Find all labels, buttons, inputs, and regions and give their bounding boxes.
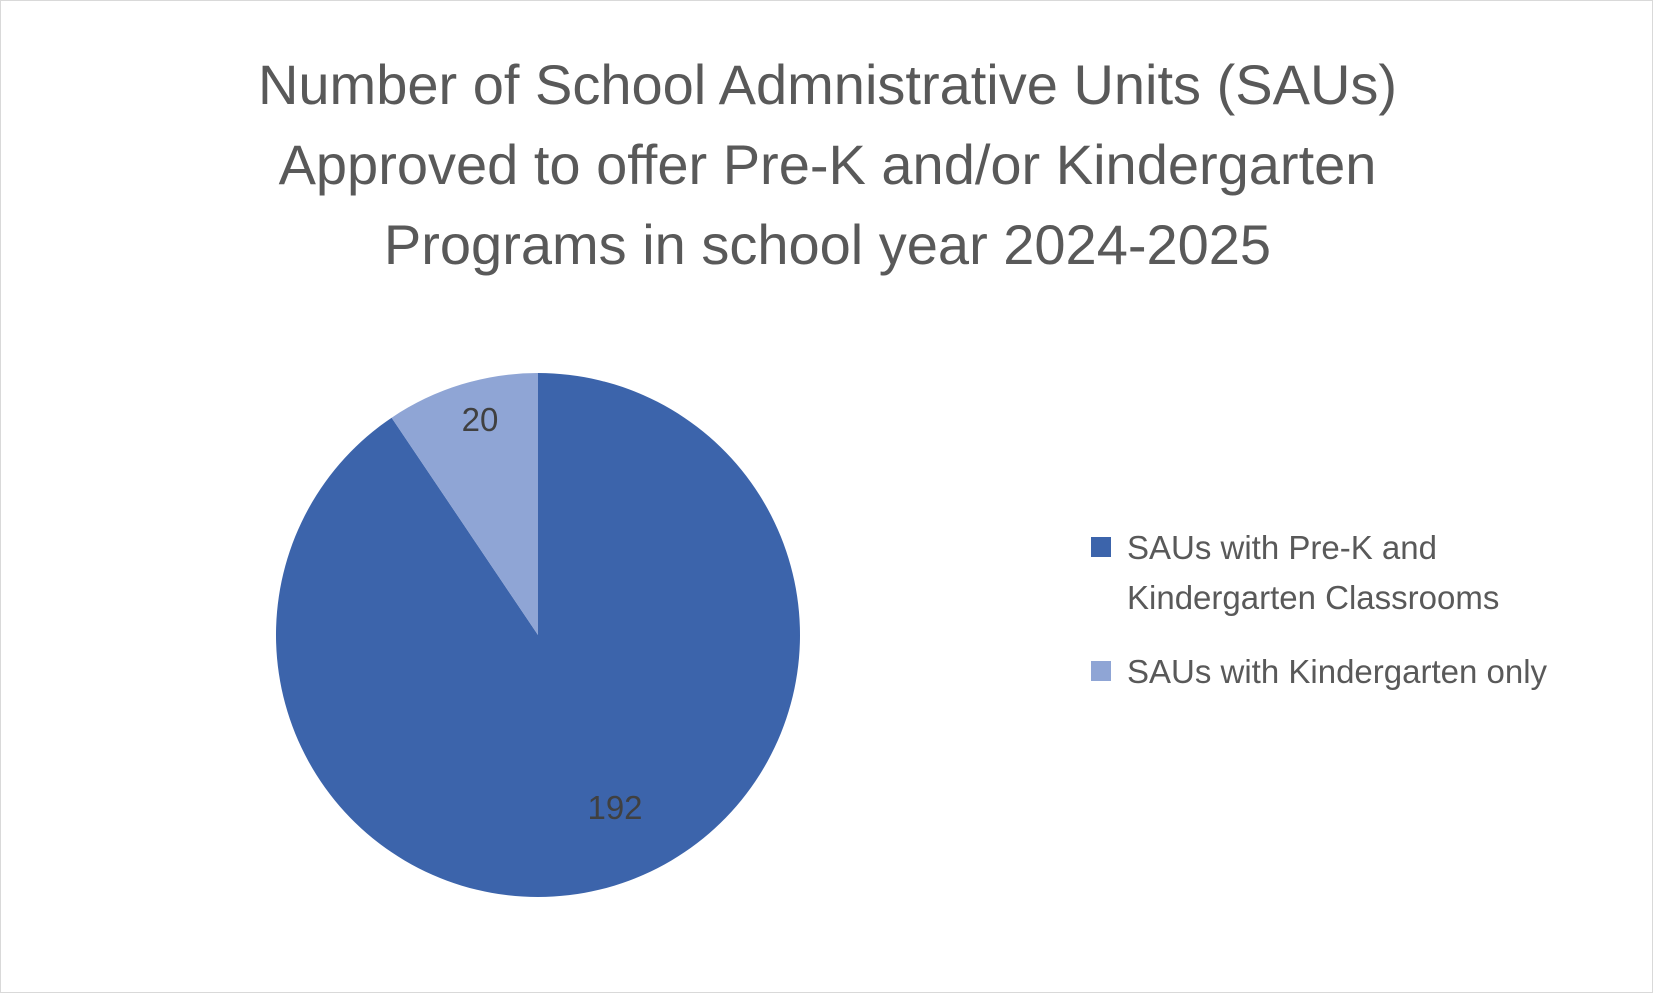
legend-label-prek-and-k-line-1: SAUs with Pre-K and: [1127, 529, 1437, 566]
chart-title-line-3: Programs in school year 2024-2025: [383, 213, 1272, 276]
legend-label-prek-and-k-line-2: Kindergarten Classrooms: [1127, 579, 1500, 616]
legend-label-k-only: SAUs with Kindergarten only: [1127, 653, 1548, 690]
legend-swatch-prek-and-k: [1091, 537, 1111, 557]
legend-swatch-k-only: [1091, 661, 1111, 681]
chart-title-line-1: Number of School Admnistrative Units (SA…: [257, 53, 1398, 116]
data-label-prek-and-k: 192: [587, 789, 642, 826]
legend: SAUs with Pre-K and Kindergarten Classro…: [1091, 523, 1631, 721]
legend-item-prek-and-k: SAUs with Pre-K and Kindergarten Classro…: [1091, 523, 1631, 623]
legend-item-k-only: SAUs with Kindergarten only: [1091, 647, 1631, 697]
pie-slice-k-only: [391, 373, 538, 635]
chart-title: Number of School Admnistrative Units (SA…: [101, 45, 1554, 285]
data-label-k-only: 20: [462, 401, 499, 438]
chart-title-line-2: Approved to offer Pre-K and/or Kindergar…: [278, 133, 1377, 196]
